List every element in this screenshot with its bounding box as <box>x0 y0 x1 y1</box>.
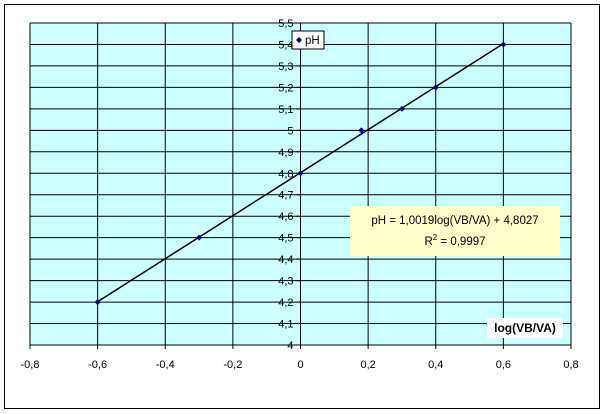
y-tick-label: 5,3 <box>278 61 293 73</box>
y-tick-label: 5,4 <box>278 39 293 51</box>
x-tick-label: 0,8 <box>563 359 578 371</box>
data-point <box>500 41 507 48</box>
y-tick-label: 4,5 <box>278 233 293 245</box>
data-point <box>297 170 304 177</box>
x-tick-label: 0,6 <box>496 359 511 371</box>
x-tick-label: -0,4 <box>156 359 175 371</box>
y-tick-label: 4,9 <box>278 147 293 159</box>
r-squared-prefix: R <box>424 236 432 248</box>
y-tick-label: 5 <box>287 125 293 137</box>
x-axis-title-box <box>487 318 563 338</box>
x-tick-label: -0,8 <box>21 359 40 371</box>
r-squared-text: R2 = 0,9997 <box>424 233 485 248</box>
y-tick-label: 4,2 <box>278 297 293 309</box>
data-point <box>398 105 405 112</box>
x-axis-title: log(VB/VA) <box>487 318 563 338</box>
x-tick-label: 0,4 <box>428 359 443 371</box>
y-tick-label: 5,5 <box>278 18 293 30</box>
y-tick-label: 5,1 <box>278 104 293 116</box>
legend: pH <box>291 30 325 50</box>
r-squared-exponent: 2 <box>433 233 438 242</box>
x-tick-label: -0,2 <box>223 359 242 371</box>
data-point <box>358 127 365 134</box>
legend-box <box>291 30 325 50</box>
data-point <box>196 234 203 241</box>
equation-text: pH = 1,0019log(VB/VA) + 4,8027 <box>371 215 538 227</box>
data-point <box>94 299 101 306</box>
y-tick-label: 5,2 <box>278 82 293 94</box>
y-tick-label: 4,1 <box>278 319 293 331</box>
legend-label-ph: pH <box>305 35 320 47</box>
trendline-equation: pH = 1,0019log(VB/VA) + 4,8027 R2 = 0,99… <box>350 206 560 256</box>
x-tick-label: 0 <box>297 359 303 371</box>
r-squared-value: = 0,9997 <box>437 236 485 248</box>
y-tick-label: 4,4 <box>278 254 293 266</box>
y-tick-label: 4 <box>287 340 293 352</box>
y-tick-labels: 4 4,1 4,2 4,3 4,4 4,5 4,6 4,7 4,8 4,9 5 5,1 5,2 5,3 5,… <box>278 18 293 352</box>
x-tick-label: -0,6 <box>88 359 107 371</box>
y-tick-label: 4,8 <box>278 168 293 180</box>
x-axis-title-text: log(VB/VA) <box>494 321 556 335</box>
y-tick-label: 4,3 <box>278 276 293 288</box>
x-tick-labels: -0,8 -0,6 -0,4 -0,2 0 0,2 0,4 0,6 0,8 <box>21 359 579 371</box>
x-tick-label: 0,2 <box>360 359 375 371</box>
y-tick-label: 4,6 <box>278 211 293 223</box>
legend-marker <box>296 37 302 43</box>
y-tick-label: 4,7 <box>278 190 293 202</box>
data-point <box>432 84 439 91</box>
data-points <box>94 41 507 306</box>
axes <box>29 22 572 349</box>
equation-box <box>350 206 560 256</box>
